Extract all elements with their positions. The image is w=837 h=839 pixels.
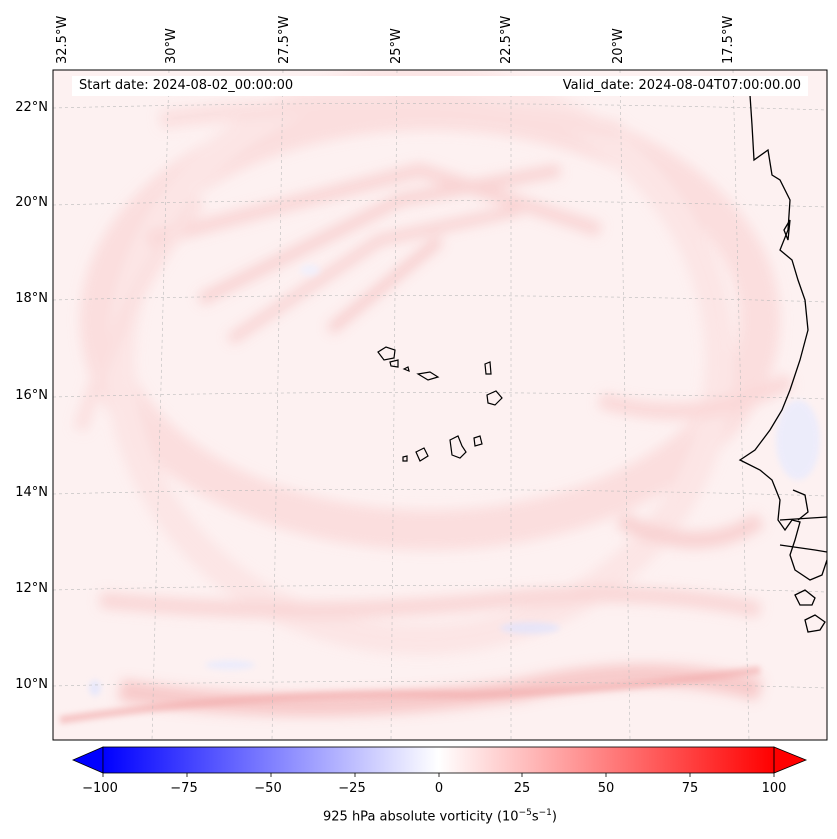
map-frame xyxy=(52,69,828,741)
cbar-tick-minus75: −75 xyxy=(170,781,198,796)
cbar-tick-minus25: −25 xyxy=(338,781,366,796)
lat-label-22n: 22°N xyxy=(15,100,48,115)
vorticity-field xyxy=(53,70,827,740)
cape-verde-islands xyxy=(377,346,503,462)
start-date-label: Start date: 2024-08-02_00:00:00 xyxy=(79,78,294,93)
colorbar-label: 925 hPa absolute vorticity (10−5s−1) xyxy=(0,808,837,824)
colorbar-extend-min xyxy=(71,746,104,774)
colorbar-label-exp1: −5 xyxy=(518,808,532,818)
valid-date-label: Valid_date: 2024-08-04T07:00:00.00 xyxy=(562,78,801,93)
lat-label-14n: 14°N xyxy=(15,485,48,500)
coastline xyxy=(738,94,827,633)
colorbar xyxy=(71,746,808,777)
cbar-tick-minus100: −100 xyxy=(82,781,118,796)
cbar-tick-25: 25 xyxy=(513,781,531,796)
lon-label-32-5w: 32.5°W xyxy=(55,15,70,64)
lon-label-27-5w: 27.5°W xyxy=(277,15,292,64)
cbar-tick-75: 75 xyxy=(681,781,699,796)
lon-label-20w: 20°W xyxy=(611,28,626,64)
lat-label-10n: 10°N xyxy=(15,677,48,692)
cbar-tick-0: 0 xyxy=(434,781,444,796)
colorbar-gradient xyxy=(103,747,774,773)
lon-label-17-5w: 17.5°W xyxy=(721,15,736,64)
colorbar-label-exp2: −1 xyxy=(538,808,552,818)
cbar-tick-50: 50 xyxy=(597,781,615,796)
cbar-tick-minus50: −50 xyxy=(254,781,282,796)
colorbar-label-text: 925 hPa absolute vorticity (10 xyxy=(323,809,519,825)
lon-label-22-5w: 22.5°W xyxy=(499,15,514,64)
colorbar-extend-max xyxy=(773,746,808,774)
lat-label-20n: 20°N xyxy=(15,195,48,210)
lon-label-30w: 30°W xyxy=(164,28,179,64)
lat-label-18n: 18°N xyxy=(15,291,48,306)
lat-label-12n: 12°N xyxy=(15,581,48,596)
colorbar-label-unit: s xyxy=(531,809,539,825)
lat-label-16n: 16°N xyxy=(15,388,48,403)
date-header-box xyxy=(72,76,808,96)
graticule xyxy=(53,70,827,740)
lon-label-25w: 25°W xyxy=(389,28,404,64)
cbar-tick-100: 100 xyxy=(761,781,787,796)
colorbar-label-end: ) xyxy=(551,809,557,825)
